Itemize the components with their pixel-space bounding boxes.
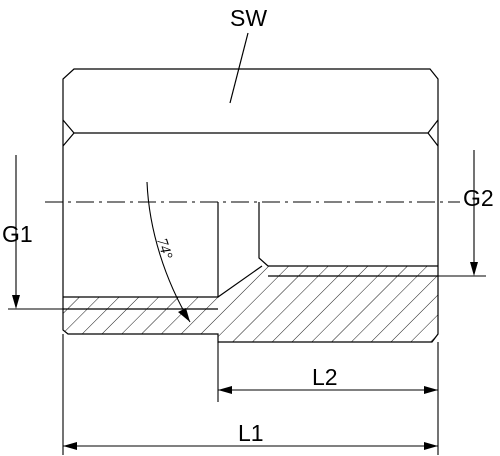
hatched-section-left [63, 297, 218, 334]
hex-chamfer-left [62, 119, 75, 147]
label-l1: L1 [238, 420, 264, 446]
l2-arrowhead-left [218, 386, 232, 394]
g1-arrowhead [12, 295, 20, 309]
g2-arrowhead [470, 262, 478, 276]
label-angle: 74° [153, 236, 175, 261]
thread-relief-line [217, 265, 263, 298]
l1-arrowhead-left [63, 442, 77, 450]
left-bore-outline [63, 202, 219, 298]
hatched-section-right [218, 266, 438, 342]
angle-leader-arc [146, 181, 191, 323]
angle-leader-arrowhead [178, 308, 190, 322]
hex-chamfer-right [427, 119, 439, 147]
l1-arrowhead-right [424, 442, 438, 450]
label-g1: G1 [2, 221, 33, 247]
label-g2: G2 [463, 185, 494, 211]
l2-arrowhead-right [424, 386, 438, 394]
sw-leader-line [229, 32, 249, 104]
label-sw: SW [230, 5, 267, 31]
label-l2: L2 [312, 364, 338, 390]
right-bore-outline [258, 202, 438, 267]
